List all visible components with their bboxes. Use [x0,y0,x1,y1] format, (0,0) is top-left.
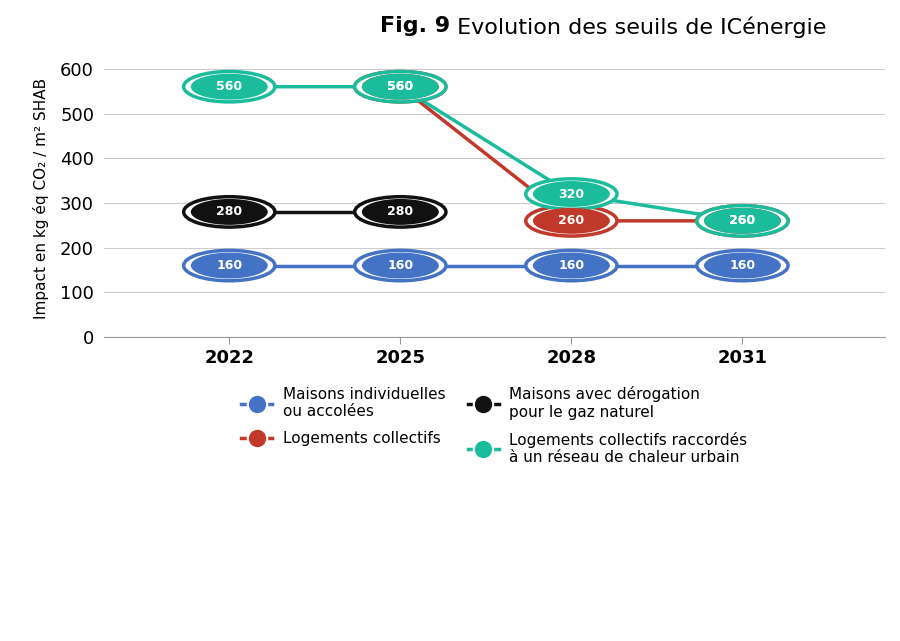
Y-axis label: Impact en kg éq CO₂ / m² SHAB: Impact en kg éq CO₂ / m² SHAB [33,78,49,319]
Text: Fig. 9: Fig. 9 [380,16,450,36]
Ellipse shape [526,251,617,281]
Ellipse shape [533,253,610,279]
Ellipse shape [362,74,439,99]
Text: 260: 260 [558,214,584,228]
Text: 280: 280 [216,205,242,219]
Text: 280: 280 [387,205,413,219]
Ellipse shape [526,179,617,209]
Ellipse shape [362,199,439,225]
Ellipse shape [697,206,788,236]
Ellipse shape [704,208,781,234]
Ellipse shape [704,208,781,234]
Text: Evolution des seuils de ICénergie: Evolution des seuils de ICénergie [450,16,826,38]
Text: 560: 560 [387,80,413,93]
Text: 160: 160 [729,259,755,272]
Ellipse shape [533,181,610,207]
Ellipse shape [526,206,617,236]
Ellipse shape [533,208,610,234]
Ellipse shape [362,74,439,99]
Text: 160: 160 [216,259,242,272]
Ellipse shape [355,251,446,281]
Ellipse shape [191,253,268,279]
Text: 260: 260 [729,214,755,228]
Ellipse shape [355,197,446,227]
Ellipse shape [697,251,788,281]
Ellipse shape [355,72,446,102]
Ellipse shape [184,197,274,227]
Text: 160: 160 [387,259,413,272]
Ellipse shape [191,199,268,225]
Legend: Maisons individuelles
ou accolées, Logements collectifs, Maisons avec dérogation: Maisons individuelles ou accolées, Logem… [241,387,748,465]
Ellipse shape [191,74,268,99]
Text: 260: 260 [729,214,755,228]
Text: 160: 160 [558,259,584,272]
Text: 560: 560 [387,80,413,93]
Ellipse shape [184,72,274,102]
Ellipse shape [704,253,781,279]
Ellipse shape [184,251,274,281]
Text: 560: 560 [216,80,242,93]
Ellipse shape [362,253,439,279]
Ellipse shape [355,72,446,102]
Text: 320: 320 [558,188,584,201]
Ellipse shape [697,206,788,236]
